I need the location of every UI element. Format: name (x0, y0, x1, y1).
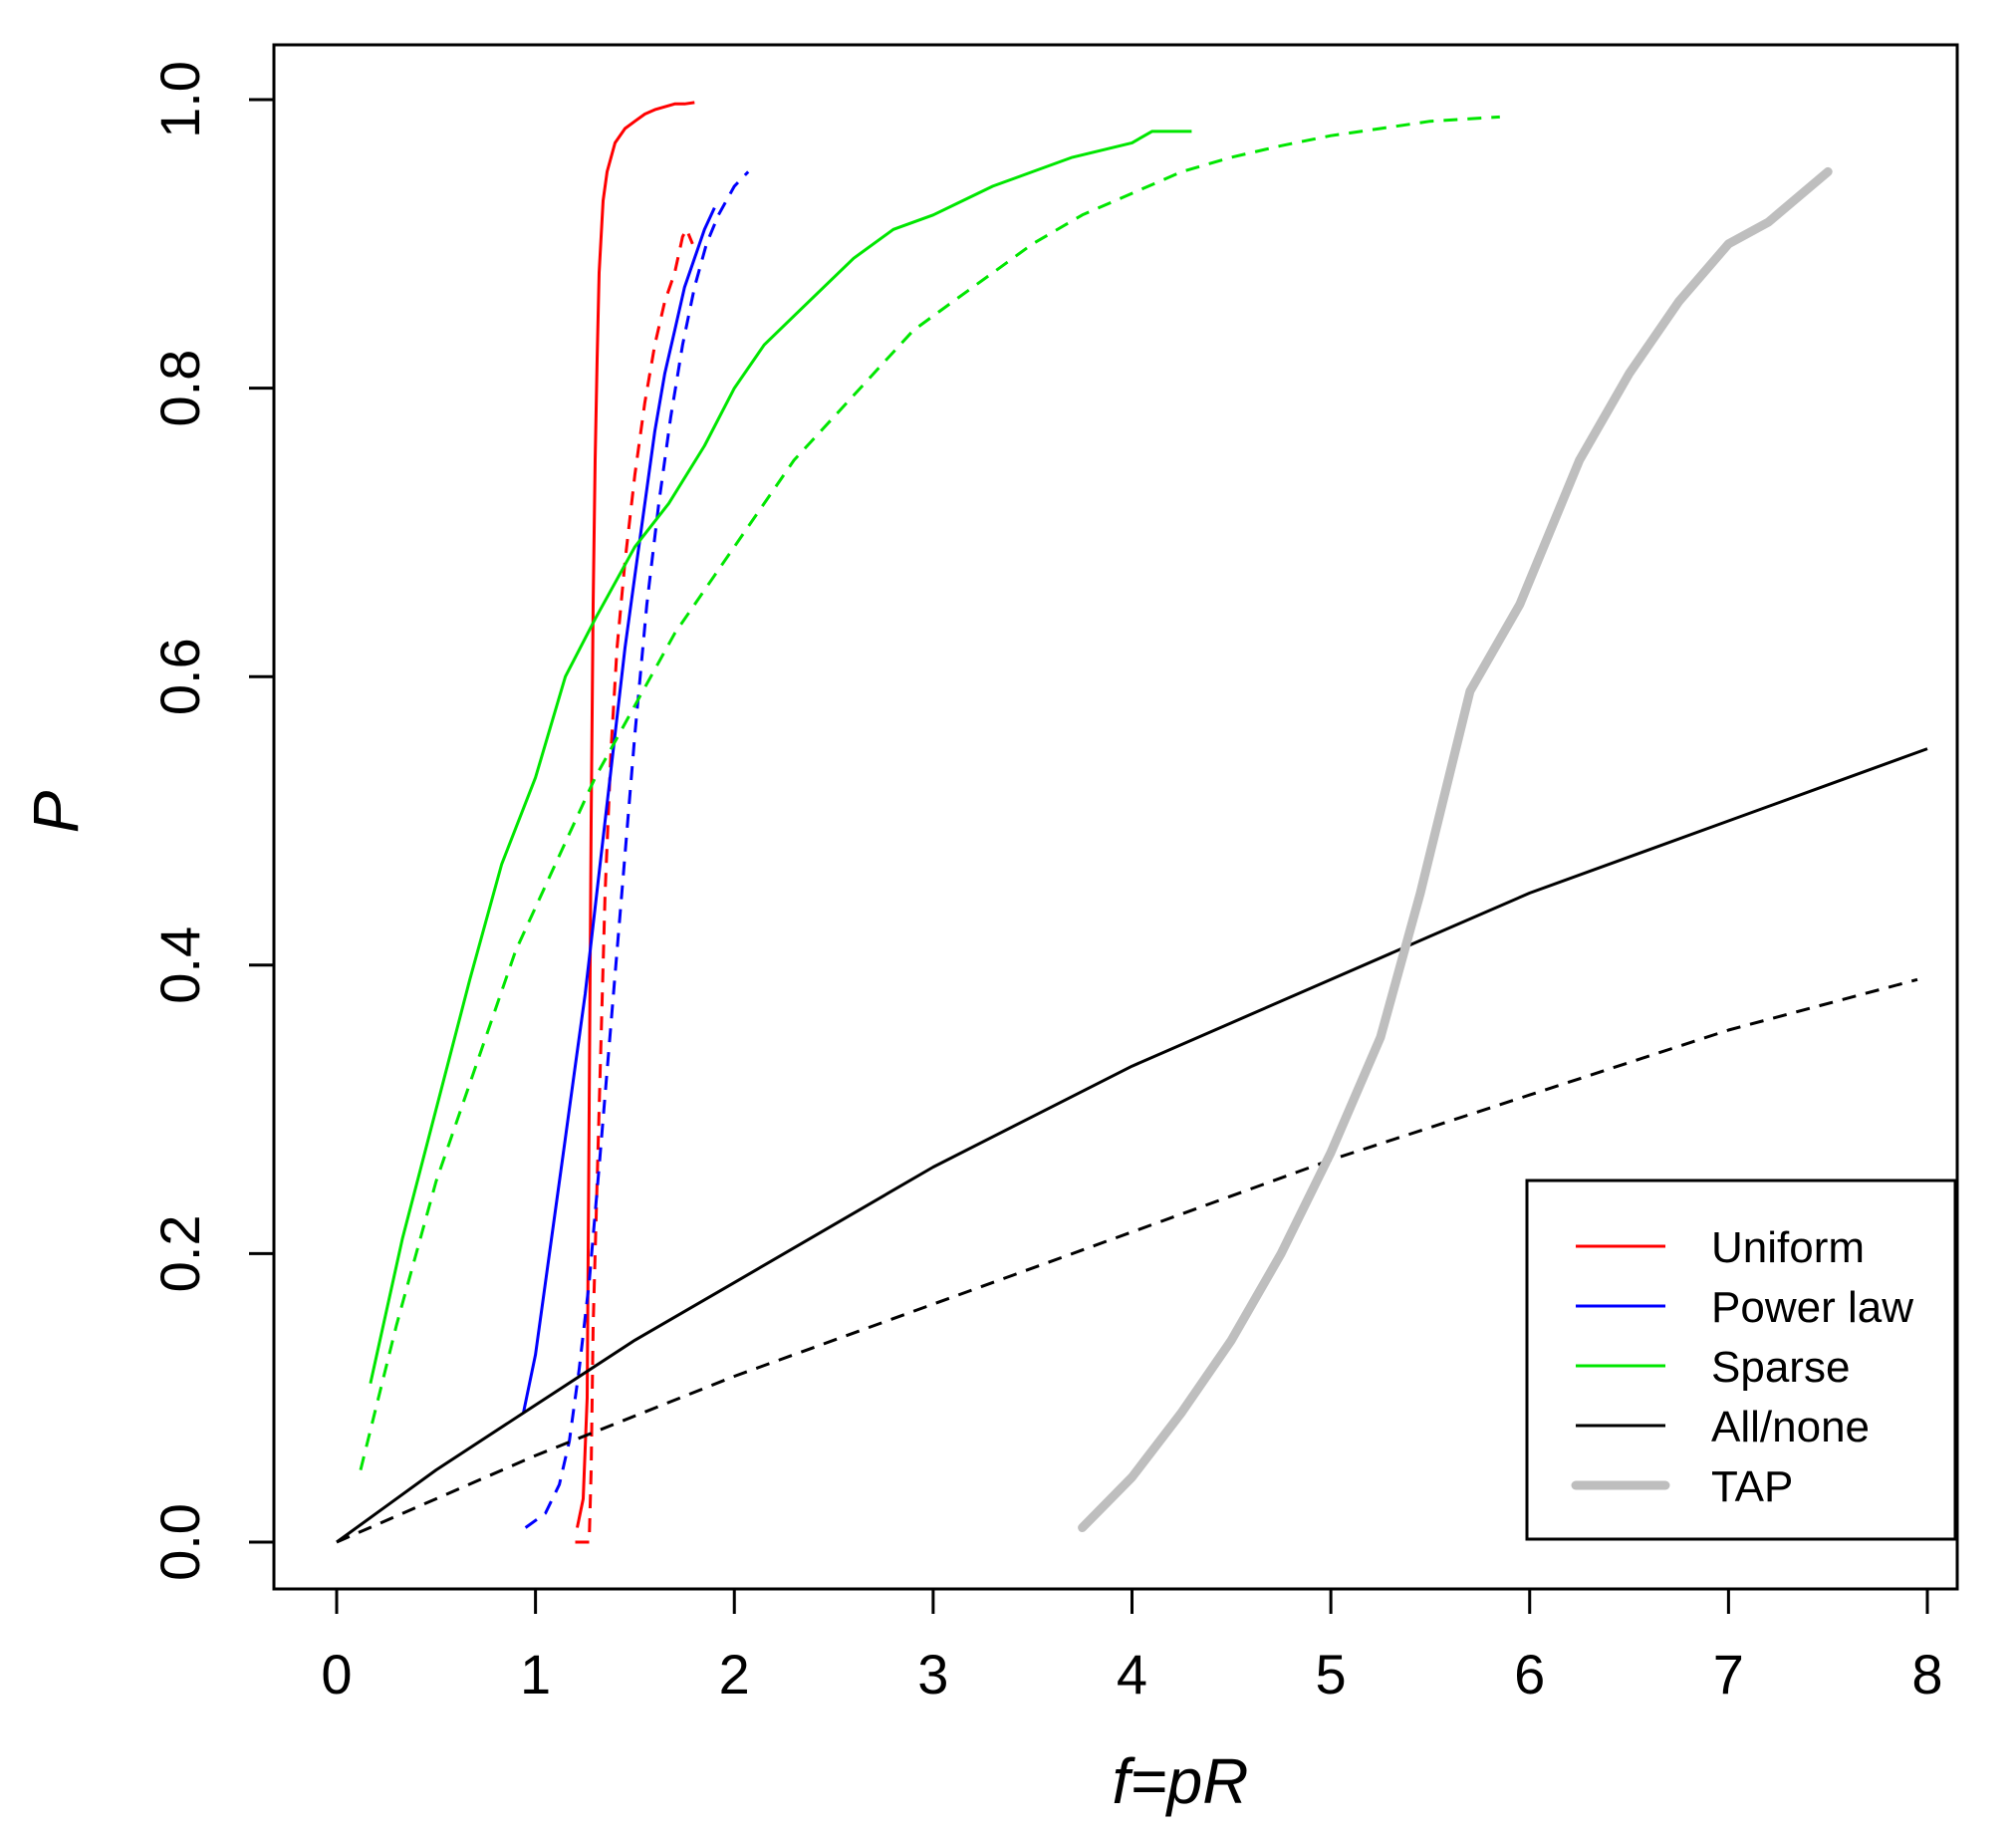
x-tick-label: 4 (1117, 1643, 1147, 1706)
y-tick-label: 0.6 (148, 638, 211, 715)
legend: Uniform Power law Sparse All/none TAP (1525, 1179, 1957, 1541)
legend-label-sparse: Sparse (1711, 1343, 1850, 1392)
y-tick-label: 0.2 (148, 1214, 211, 1292)
y-tick-label: 0.0 (148, 1503, 211, 1581)
series-line-uniform (576, 101, 695, 1528)
legend-label-power-law: Power law (1711, 1283, 1913, 1332)
y-axis: 0.0 0.2 0.4 0.6 0.8 1.0 (148, 61, 276, 1581)
x-tick-label: 0 (321, 1643, 352, 1706)
y-axis-title: P (20, 790, 92, 833)
x-axis-title: f=pR (1113, 1745, 1249, 1817)
series-layer (336, 101, 1928, 1544)
legend-box (1525, 1179, 1957, 1541)
x-tick-label: 6 (1514, 1643, 1545, 1706)
series-line-power-law-dashed (524, 170, 750, 1529)
y-tick-label: 1.0 (148, 61, 211, 138)
x-axis: 0 1 2 3 4 5 6 7 8 (321, 1587, 1943, 1706)
x-tick-label: 1 (520, 1643, 551, 1706)
x-tick-label: 8 (1911, 1643, 1942, 1706)
legend-label-all-none: All/none (1711, 1403, 1870, 1451)
series-line-uniform-dashed (575, 227, 694, 1544)
y-tick-label: 0.8 (148, 350, 211, 427)
x-tick-label: 3 (917, 1643, 948, 1706)
legend-label-tap: TAP (1711, 1462, 1793, 1511)
series-line-power-law (522, 206, 716, 1414)
series-line-sparse (369, 130, 1192, 1385)
series-line-all-none (336, 747, 1928, 1544)
series-line-tap (1078, 166, 1833, 1532)
series-line-sparse-dashed (359, 115, 1500, 1470)
x-tick-label: 2 (719, 1643, 750, 1706)
x-tick-label: 7 (1713, 1643, 1744, 1706)
y-tick-label: 0.4 (148, 926, 211, 1004)
legend-label-uniform: Uniform (1711, 1223, 1865, 1272)
series-line-all-none-dashed (336, 977, 1918, 1544)
x-tick-label: 5 (1316, 1643, 1347, 1706)
